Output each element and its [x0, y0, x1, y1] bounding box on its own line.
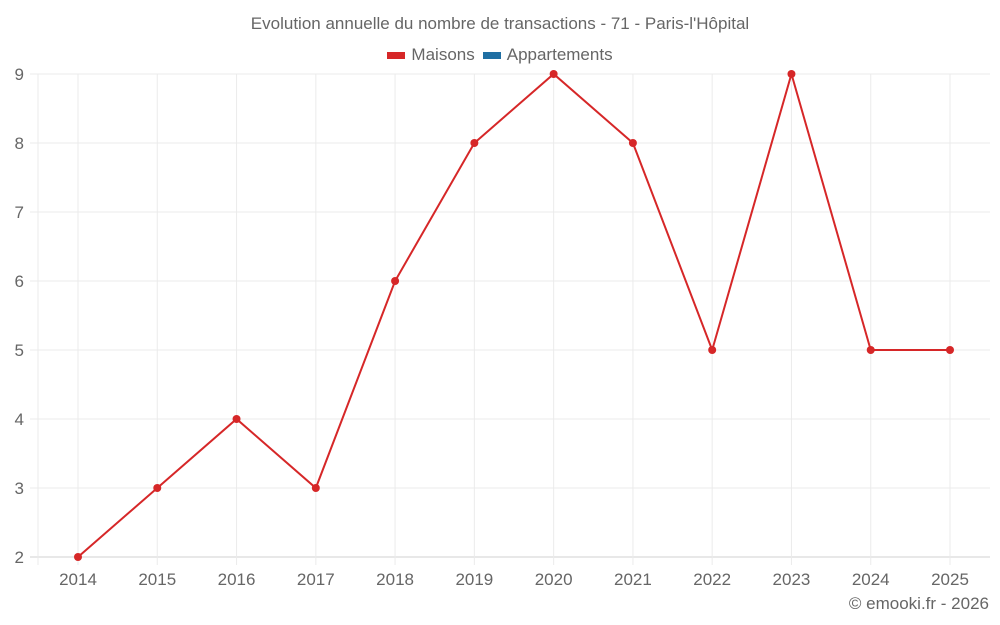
legend-item-maisons[interactable]: Maisons [387, 45, 475, 65]
x-tick-label: 2017 [297, 570, 335, 589]
legend-swatch-maisons [387, 51, 406, 59]
x-tick-label: 2023 [773, 570, 811, 589]
x-tick-label: 2020 [535, 570, 573, 589]
y-tick-label: 2 [15, 548, 24, 567]
chart-title: Evolution annuelle du nombre de transact… [250, 14, 750, 33]
legend: Maisons Appartements [0, 45, 1000, 65]
y-tick-label: 6 [15, 272, 24, 291]
x-tick-label: 2025 [931, 570, 969, 589]
x-tick-label: 2014 [59, 570, 97, 589]
data-point [708, 346, 717, 354]
copyright-credit: © emooki.fr - 2026 [848, 594, 989, 613]
data-point [946, 346, 954, 354]
x-tick-label: 2018 [376, 570, 414, 589]
data-point [391, 277, 400, 285]
data-point [866, 346, 875, 354]
x-tick-label: 2015 [138, 570, 176, 589]
y-tick-label: 3 [15, 479, 24, 498]
x-tick-label: 2019 [455, 570, 493, 589]
y-tick-label: 8 [15, 134, 24, 153]
data-point [549, 70, 558, 78]
data-point [470, 139, 479, 147]
y-tick-label: 4 [15, 410, 24, 429]
y-tick-label: 5 [15, 341, 24, 360]
x-tick-label: 2016 [218, 570, 256, 589]
y-tick-label: 7 [15, 203, 24, 222]
legend-label-maisons: Maisons [411, 45, 475, 64]
data-point [787, 70, 796, 78]
legend-item-appartements[interactable]: Appartements [482, 45, 613, 65]
legend-label-appartements: Appartements [506, 45, 613, 64]
data-point [311, 484, 320, 492]
x-tick-label: 2024 [852, 570, 890, 589]
legend-swatch-appartements [482, 51, 501, 59]
x-tick-label: 2022 [693, 570, 731, 589]
series-line-maisons [77, 70, 950, 558]
data-point [232, 415, 241, 423]
data-point [74, 553, 82, 561]
y-tick-label: 9 [15, 65, 24, 84]
data-point [628, 139, 637, 147]
x-tick-label: 2021 [614, 570, 652, 589]
data-point [153, 484, 162, 492]
